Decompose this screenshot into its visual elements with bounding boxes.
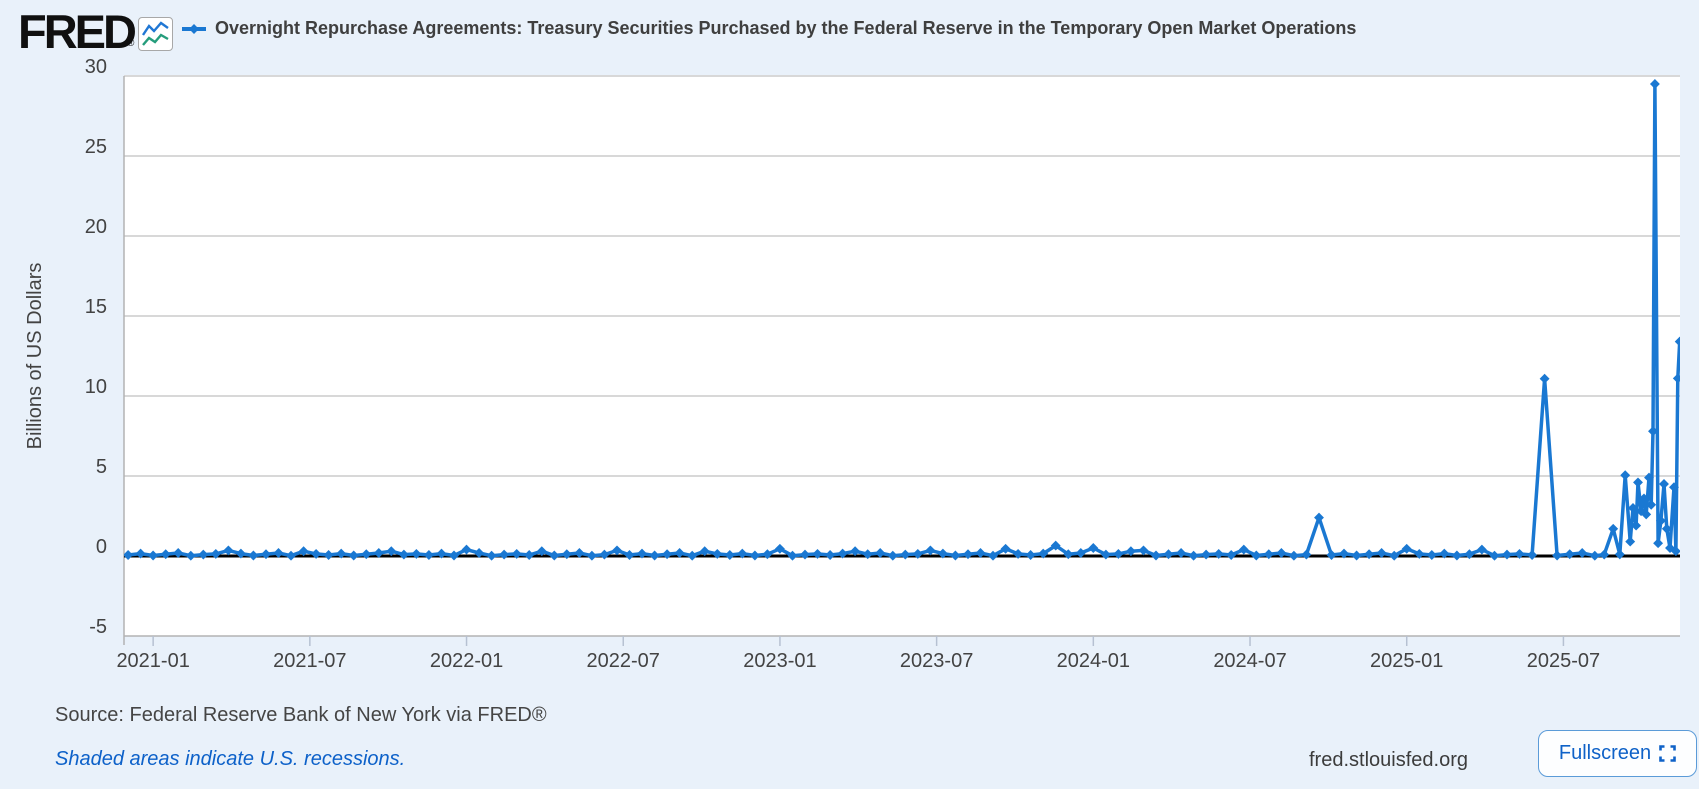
svg-text:2025-07: 2025-07 (1527, 650, 1600, 672)
svg-text:2022-07: 2022-07 (587, 650, 660, 672)
y-axis-title: Billions of US Dollars (24, 263, 46, 450)
svg-text:2023-01: 2023-01 (743, 650, 816, 672)
x-axis-ticks (152, 636, 1565, 646)
fullscreen-button[interactable]: Fullscreen (1538, 730, 1697, 777)
series-legend-marker-icon (182, 22, 206, 36)
svg-text:20: 20 (85, 216, 107, 238)
svg-text:15: 15 (85, 296, 107, 318)
svg-text:30: 30 (85, 56, 107, 78)
svg-text:10: 10 (85, 376, 107, 398)
svg-text:0: 0 (96, 536, 107, 558)
svg-text:2022-01: 2022-01 (430, 650, 503, 672)
chart-title: Overnight Repurchase Agreements: Treasur… (215, 18, 1357, 38)
chart-thumbnail-icon (138, 17, 173, 51)
y-gridlines (124, 75, 1680, 477)
svg-text:2021-07: 2021-07 (273, 650, 346, 672)
y-axis-labels: 30 25 20 15 10 5 0 -5 (85, 56, 107, 638)
svg-text:2024-01: 2024-01 (1057, 650, 1130, 672)
plot-background (124, 76, 1680, 636)
icon-blue-line (142, 21, 169, 36)
axis-borders (123, 76, 1680, 645)
source-attribution: Source: Federal Reserve Bank of New York… (55, 704, 547, 726)
svg-text:2024-07: 2024-07 (1213, 650, 1286, 672)
recession-note-link[interactable]: Shaded areas indicate U.S. recessions. (55, 748, 406, 770)
svg-text:2021-01: 2021-01 (116, 650, 189, 672)
fullscreen-label: Fullscreen (1558, 742, 1652, 764)
svg-text:2023-07: 2023-07 (900, 650, 973, 672)
svg-text:-5: -5 (89, 616, 107, 638)
svg-text:25: 25 (85, 136, 107, 158)
fullscreen-icon (1659, 745, 1676, 762)
registered-trademark: ® (127, 38, 135, 49)
svg-text:5: 5 (96, 456, 107, 478)
site-url: fred.stlouisfed.org (1309, 749, 1468, 771)
svg-text:2025-01: 2025-01 (1370, 650, 1443, 672)
icon-green-line (142, 33, 169, 46)
x-axis-labels: 2021-01 2021-07 2022-01 2022-07 2023-01 2023-… (116, 650, 1600, 672)
data-series[interactable] (123, 79, 1684, 561)
fred-logo[interactable]: FRED (18, 5, 137, 58)
